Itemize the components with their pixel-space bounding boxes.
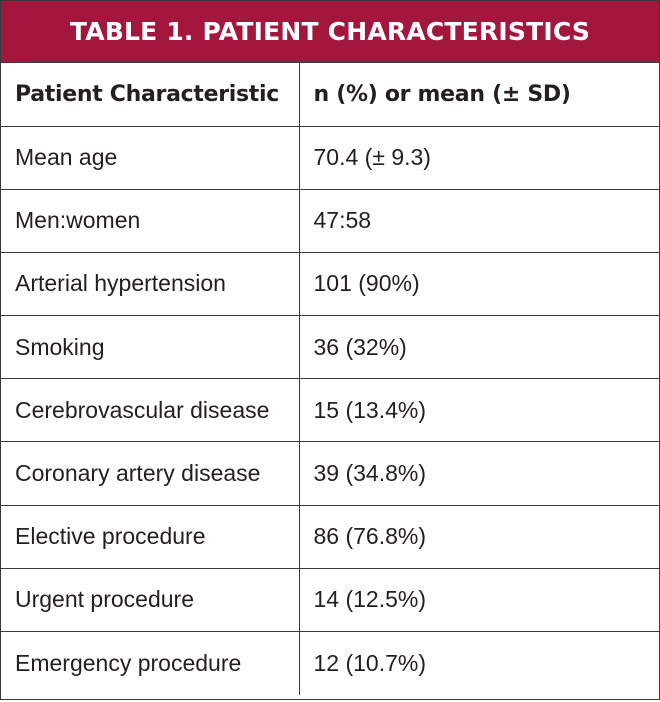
characteristic-cell: Mean age [1, 126, 300, 190]
table-title: TABLE 1. PATIENT CHARACTERISTICS [1, 1, 659, 63]
header-row: Patient Characteristic n (%) or mean (± … [1, 63, 659, 127]
table-row: Elective procedure 86 (76.8%) [1, 505, 659, 569]
table-row: Emergency procedure 12 (10.7%) [1, 631, 659, 695]
table-row: Smoking 36 (32%) [1, 315, 659, 380]
value-cell: 39 (34.8%) [299, 441, 659, 506]
value-cell: 15 (13.4%) [299, 378, 659, 443]
value-cell: 12 (10.7%) [313, 649, 427, 676]
characteristic-cell: Smoking [1, 315, 300, 380]
table-row: Arterial hypertension 101 (90%) [1, 252, 659, 317]
characteristic-cell: Cerebrovascular disease [1, 378, 300, 443]
value-cell: 70.4 (± 9.3) [299, 126, 659, 190]
value-cell: 36 (32%) [299, 315, 659, 380]
table-row: Men:women 47:58 [1, 189, 659, 253]
value-cell: 14 (12.5%) [299, 568, 659, 633]
characteristic-cell: Urgent procedure [1, 568, 300, 633]
characteristic-cell: Emergency procedure [1, 631, 300, 695]
column-header-characteristic: Patient Characteristic [1, 63, 300, 127]
value-cell: 47:58 [299, 189, 659, 253]
characteristic-cell: Coronary artery disease [1, 441, 300, 506]
characteristic-cell: Men:women [1, 189, 300, 253]
table-row: Cerebrovascular disease 15 (13.4%) [1, 378, 659, 443]
table-row: Coronary artery disease 39 (34.8%) [1, 441, 659, 506]
table-row: Urgent procedure 14 (12.5%) [1, 568, 659, 633]
table-row: Mean age 70.4 (± 9.3) [1, 126, 659, 190]
value-cell: 86 (76.8%) [299, 505, 659, 569]
characteristic-cell: Elective procedure [1, 505, 300, 569]
characteristic-cell: Arterial hypertension [1, 252, 300, 317]
value-cell: 101 (90%) [299, 252, 659, 317]
data-table: Patient Characteristic n (%) or mean (± … [1, 63, 659, 695]
column-header-value: n (%) or mean (± SD) [299, 63, 659, 127]
